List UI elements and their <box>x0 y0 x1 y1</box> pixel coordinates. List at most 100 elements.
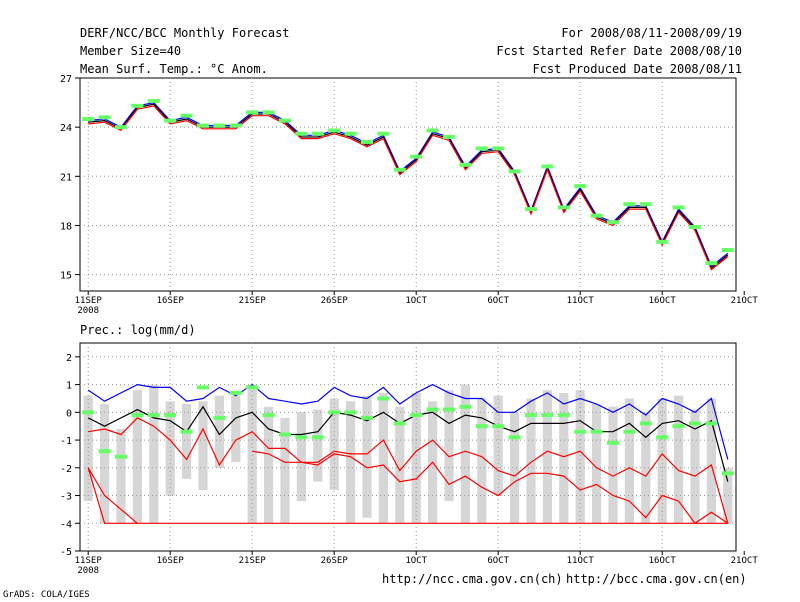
prec-xtick-label: 11OCT <box>567 556 595 566</box>
temp-obs-marker <box>443 134 455 139</box>
prec-obs-marker <box>131 413 144 418</box>
variable-label: Mean Surf. Temp.: °C Anom. <box>80 62 268 76</box>
prec-xtick-label: 21OCT <box>731 556 759 566</box>
temp-ytick-label: 27 <box>60 74 72 85</box>
temp-obs-marker <box>361 139 373 144</box>
prec-spread-bar <box>132 390 142 524</box>
prec-xtick-label: 11SEP <box>75 556 103 566</box>
temp-ytick-label: 24 <box>60 123 72 134</box>
temp-obs-marker <box>410 154 423 159</box>
prec-ytick-label: 2 <box>66 353 72 364</box>
prec-obs-marker <box>98 449 111 454</box>
prec-year-label: 2008 <box>77 566 99 576</box>
prec-spread-bar <box>477 398 487 524</box>
prec-low_tail-line <box>87 467 138 524</box>
url-bcc-link[interactable]: http://bcc.cma.gov.cn(en) <box>566 572 747 586</box>
prec-spread-bar <box>559 392 569 524</box>
prec-obs-marker <box>377 396 390 401</box>
prec-spread-bar <box>575 390 585 524</box>
temp-obs-marker <box>492 146 505 151</box>
temp-xtick-label: 16OCT <box>649 296 677 306</box>
forecast-period: For 2008/08/11-2008/09/19 <box>561 26 742 40</box>
prec-spread-bar <box>231 395 241 463</box>
url-ncc-link[interactable]: http://ncc.cma.gov.cn(ch) <box>382 572 563 586</box>
prec-obs-marker <box>344 410 357 415</box>
prec-spread-bar <box>723 467 733 524</box>
prec-xtick-label: 26SEP <box>321 556 349 566</box>
temp-obs-marker <box>475 146 488 151</box>
prec-obs-marker <box>328 410 341 415</box>
temp-obs-marker <box>689 225 701 230</box>
prec-min-line <box>87 467 728 524</box>
temp-obs-marker <box>328 128 341 133</box>
prec-spread-bar <box>542 390 552 524</box>
prec-obs-marker <box>279 432 291 437</box>
prec-spread-bar <box>264 406 274 524</box>
prec-obs-marker <box>525 413 537 418</box>
temp-obs-marker <box>607 220 619 225</box>
prec-obs-marker <box>541 413 554 418</box>
prec-xtick-label: 21SEP <box>239 556 267 566</box>
prec-lower-line <box>88 417 729 524</box>
temp-obs-marker <box>393 167 406 172</box>
prec-spread-bar <box>100 404 110 524</box>
prec-spread-bar <box>411 392 421 524</box>
start-date: Fcst Started Refer Date 2008/08/10 <box>496 44 742 58</box>
prec-frame <box>79 342 737 552</box>
temp-ytick-label: 21 <box>60 172 72 183</box>
temp-obs-marker <box>197 123 209 128</box>
produced-date: Fcst Produced Date 2008/08/11 <box>532 62 742 76</box>
temp-year-label: 2008 <box>77 306 99 316</box>
temp-obs-marker <box>131 103 144 108</box>
temp-obs-marker <box>705 261 718 266</box>
prec-obs-marker <box>295 435 308 440</box>
prec-obs-marker <box>229 390 242 395</box>
temp-mean-line <box>88 103 729 270</box>
prec-spread-bar <box>378 392 388 524</box>
prec-spread-bar <box>116 428 126 524</box>
prec-spread-bar <box>690 409 700 524</box>
temp-obs-marker <box>164 118 177 123</box>
prec-obs-marker <box>574 429 587 434</box>
prec-obs-marker <box>508 435 521 440</box>
prec-spread-bar <box>247 384 257 524</box>
temp-obs-marker <box>508 169 521 174</box>
prec-spread-bar <box>657 398 667 524</box>
prec-xtick-label: 16OCT <box>649 556 677 566</box>
temp-frame <box>79 77 737 292</box>
prec-obs-marker <box>213 415 226 420</box>
prec-obs-marker <box>426 407 439 412</box>
temp-obs-marker <box>459 162 472 167</box>
prec-spread-bar <box>182 404 192 479</box>
prec-spread-bar <box>641 412 651 524</box>
temp-obs-marker <box>377 131 390 136</box>
temp-obs-marker <box>574 184 587 189</box>
prec-obs-marker <box>705 421 718 426</box>
prec-ytick-label: -1 <box>60 436 72 447</box>
temp-obs-marker <box>115 125 127 130</box>
prec-spread-bar <box>214 395 224 468</box>
prec-obs-marker <box>197 385 209 390</box>
prec-ytick-label: 1 <box>66 381 72 392</box>
temp-xtick-label: 21OCT <box>731 296 759 306</box>
temp-ytick-label: 15 <box>60 271 72 282</box>
temp-obs-marker <box>82 116 95 121</box>
prec-spread-bar <box>149 384 159 524</box>
prec-ytick-label: -2 <box>60 464 72 475</box>
prec-obs-marker <box>475 424 488 429</box>
temp-xtick-label: 1OCT <box>405 296 427 306</box>
prec-obs-marker <box>262 413 275 418</box>
prec-spread-bar <box>592 404 602 524</box>
prec-spread-bar <box>395 406 405 524</box>
prec-spread-bar <box>526 398 536 524</box>
prec-spread-bar <box>198 401 208 490</box>
prec-obs-marker <box>393 421 406 426</box>
prec-spread-bar <box>510 412 520 524</box>
temp-upper-line <box>88 101 729 268</box>
temp-obs-marker <box>262 110 275 115</box>
temp-obs-marker <box>98 115 111 120</box>
prec-obs-marker <box>115 454 127 459</box>
prec-obs-marker <box>689 421 701 426</box>
prec-obs-marker <box>311 435 324 440</box>
